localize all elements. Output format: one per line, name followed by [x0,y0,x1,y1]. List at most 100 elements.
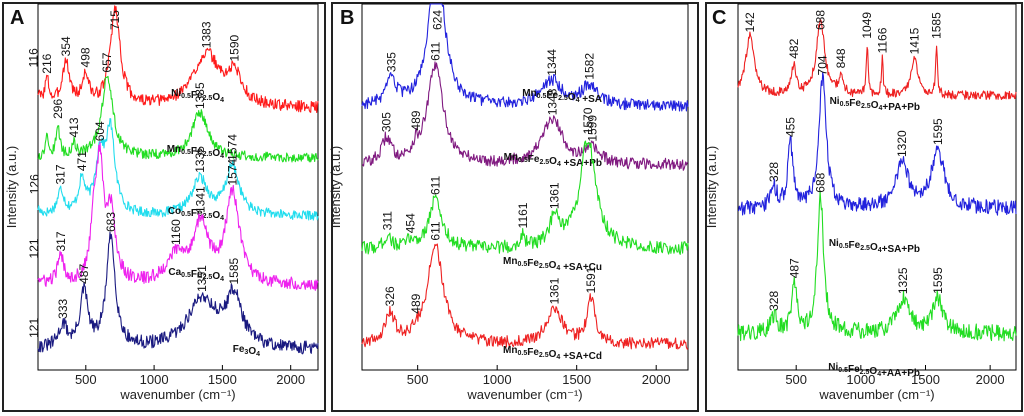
panel-a-series-ni0-5fe2-5o4-line [37,5,319,114]
panel-a-y-axis-title: Intensity (a.u.) [4,146,19,228]
panel-b-plot-area [361,3,689,371]
panel-c-series-ni0-5fe2-5o4-aa-pb-peak-label-328: 328 [767,291,781,311]
panel-c-series-ni0-5fe2-5o4-pa-pb-peak-label-142: 142 [743,12,757,32]
panel-a-series-ni0-5fe2-5o4: 116 216 354 498 715 1383 1590 Ni0.5Fe2.5O4 [26,5,319,114]
panel-c-plot-area [737,3,1017,371]
panel-b-series-mn0-5fe2-5o4-sa-cd-peak-label-611: 611 [428,221,442,240]
panel-b-series-mn0-5fe2-5o4-sa-cu-peak-label-1361: 1361 [548,182,562,209]
panel-b-series-mn0-5fe2-5o4-sa-pb-peak-label-1599: 1599 [585,115,599,142]
panel-b-series-mn0-5fe2-5o4-sa-peak-label-1344: 1344 [545,49,559,76]
panel-a-series-co0-5fe2-5o4-peak-label-471: 471 [75,151,89,171]
panel-b-series-mn0-5fe2-5o4-sa-peak-label-1582: 1582 [583,53,597,80]
panel-a-series-mn0-5fe2-5o4-peak-label-413: 413 [67,117,81,137]
panel-b-series-mn0-5fe2-5o4-sa-cd-peak-label-489: 489 [409,293,423,313]
panel-a-series-fe3o4-peak-label-487: 487 [77,264,91,284]
panel-a-xtick-label-1500: 1500 [208,372,237,387]
panel-b: B 500 1000 1500 2000 wavenumber (cm⁻¹) Intensi… [328,2,699,412]
panel-a-series-ni0-5fe2-5o4-peak-label-1590: 1590 [228,34,242,61]
panel-c-series-ni0-5fe2-5o4-sa-pb-peak-label-704: 704 [816,55,830,75]
panel-a-series-ni0-5fe2-5o4-peak-label-354: 354 [59,36,73,56]
panel-c-series-ni0-5fe2-5o4-pa-pb-line [737,19,1017,101]
panel-b-series-mn0-5fe2-5o4-sa-cu-line [361,140,689,255]
panel-a-plot-area [37,3,319,371]
panel-c-series-ni0-5fe2-5o4-pa-pb-peak-label-1415: 1415 [908,27,922,54]
panel-b-series-mn0-5fe2-5o4-sa-pb-peak-label-611: 611 [428,41,442,60]
panel-b-series-mn0-5fe2-5o4-sa-cu-peak-label-311: 311 [381,211,395,230]
panel-b-series-mn0-5fe2-5o4-sa-cd-peak-label-1591: 1591 [584,266,598,293]
panel-a-series-fe3o4-peak-label-1351: 1351 [195,265,209,292]
panel-a-series-ni0-5fe2-5o4-label: Ni0.5Fe2.5O4 [171,88,224,104]
panel-c-series-ni0-5fe2-5o4-pa-pb-peak-label-688: 688 [814,10,828,30]
panel-c-letter: C [712,7,726,29]
panel-a-series-fe3o4-peak-label-333: 333 [56,298,70,318]
panel-b-series-mn0-5fe2-5o4-sa-label: Mn0.5Fe2.5O4 +SA [522,88,602,105]
panel-b-series-mn0-5fe2-5o4-sa: 335 624 1344 1582 Mn0.5Fe2.5O4 +SA [361,3,689,112]
panel-b-series-mn0-5fe2-5o4-sa-cd-peak-label-326: 326 [383,286,397,306]
panel-a-series-mn0-5fe2-5o4-peak-label-1335: 1335 [193,82,207,109]
panel-a: A 500 1000 1500 2000 wavenumber (cm⁻¹) Intensi… [2,2,326,412]
panel-c-series-ni0-5fe2-5o4-pa-pb-peak-label-1166: 1166 [875,27,889,53]
panel-a-series-fe3o4-peak-label-683: 683 [104,212,118,232]
panel-b-series-mn0-5fe2-5o4-sa-pb-line [361,61,689,171]
panel-c-series-ni0-5fe2-5o4-aa-pb-line [737,190,1017,342]
panel-c: C 500 1000 1500 2000 wavenumber (cm⁻¹) Intensi… [704,2,1023,412]
panel-c-series-ni0-5fe2-5o4-sa-pb-peak-label-1595: 1595 [931,118,945,145]
panel-b-series-mn0-5fe2-5o4-sa-cd-label: Mn0.5Fe2.5O4 +SA+Cd [503,345,602,362]
panel-b-series-mn0-5fe2-5o4-sa-pb-label: Mn0.5Fe2.5O4 +SA+Pb [504,152,602,169]
panel-b-series-mn0-5fe2-5o4-sa-peak-label-624: 624 [430,10,444,30]
panel-c-series-ni0-5fe2-5o4-pa-pb-peak-label-1585: 1585 [930,12,944,39]
panel-a-xtick-label-500: 500 [75,372,97,387]
panel-a-series-co0-5fe2-5o4-peak-label-126: 126 [28,174,42,194]
panel-b-xtick-label-1000: 1000 [483,372,512,387]
panel-a-series-fe3o4: 121 333 487 683 1351 1585 Fe3O4 [27,212,319,358]
panel-c-series-ni0-5fe2-5o4-aa-pb-peak-label-1325: 1325 [896,267,910,294]
panel-c-series-ni0-5fe2-5o4-aa-pb-peak-label-1595: 1595 [931,267,945,294]
panel-c-series-ni0-5fe2-5o4-aa-pb-peak-label-487: 487 [787,258,801,278]
panel-a-series-co0-5fe2-5o4-label: Co0.5Fe2.5O4 [168,206,224,222]
panel-a-series-co0-5fe2-5o4-peak-label-317: 317 [54,164,68,184]
panel-b-series-mn0-5fe2-5o4-sa-cd: 326 489 611 1361 1591 Mn0.5Fe2.5O4 +SA+Cd [361,221,689,362]
panel-c-series-ni0-5fe2-5o4-aa-pb: 328 487 688 1325 1595 Ni0.5Fe2.5O4+AA+Pb [737,172,1017,379]
panel-b-series-mn0-5fe2-5o4-sa-cu-peak-label-611: 611 [428,176,442,195]
panel-a-series-mn0-5fe2-5o4-peak-label-657: 657 [100,52,114,72]
panel-c-series-ni0-5fe2-5o4-pa-pb-peak-label-482: 482 [787,38,801,58]
panel-b-series-mn0-5fe2-5o4-sa-pb-peak-label-305: 305 [380,112,394,132]
panel-b-xtick-label-1500: 1500 [562,372,591,387]
panel-c-series-ni0-5fe2-5o4-pa-pb-label: Ni0.5Fe2.5O4+PA+Pb [830,96,920,113]
panel-a-series-mn0-5fe2-5o4-label: Mn0.5Fe2.5O4 [167,144,224,160]
panel-c-series-ni0-5fe2-5o4-pa-pb-peak-label-848: 848 [834,48,848,68]
panel-c-series-ni0-5fe2-5o4-sa-pb-line [737,71,1017,216]
panel-a-series-mn0-5fe2-5o4-peak-label-296: 296 [51,99,65,119]
panel-c-series-ni0-5fe2-5o4-pa-pb-peak-label-1049: 1049 [860,12,874,39]
panel-a-series-co0-5fe2-5o4-peak-label-1335: 1335 [193,146,207,173]
panel-b-series-mn0-5fe2-5o4-sa-cu-peak-label-454: 454 [403,213,417,233]
panel-a-series-ca0-5fe2-5o4-peak-label-317: 317 [54,231,68,251]
panel-b-series-mn0-5fe2-5o4-sa-cd-peak-label-1361: 1361 [548,277,562,304]
panel-c-xtick-label-500: 500 [785,372,807,387]
panel-c-xtick-label-2000: 2000 [976,372,1005,387]
panel-a-x-axis-title: wavenumber (cm⁻¹) [119,387,235,402]
panel-b-xtick-label-2000: 2000 [642,372,671,387]
panel-b-series-mn0-5fe2-5o4-sa-peak-label-335: 335 [384,52,398,72]
panel-c-series-ni0-5fe2-5o4-sa-pb-peak-label-1320: 1320 [895,130,909,157]
panel-a-series-ca0-5fe2-5o4-peak-label-1341: 1341 [194,186,208,213]
panel-c-series-ni0-5fe2-5o4-aa-pb-label: Ni0.5Fe2.5O4+AA+Pb [828,362,920,379]
panel-b-series-mn0-5fe2-5o4-sa-cu-peak-label-1570: 1570 [581,107,595,134]
panel-b-series-mn0-5fe2-5o4-sa-pb-peak-label-489: 489 [409,110,423,130]
panel-a-series-ni0-5fe2-5o4-peak-label-116: 116 [26,48,40,67]
panel-a-series-fe3o4-label: Fe3O4 [233,344,260,358]
panel-a-series-ni0-5fe2-5o4-peak-label-216: 216 [40,53,54,73]
panel-a-series-fe3o4-line [37,231,319,355]
panel-a-xtick-label-1000: 1000 [140,372,169,387]
panel-c-series-ni0-5fe2-5o4-sa-pb: 328 455 704 1320 1595 Ni0.5Fe2.5O4+SA+Pb [737,55,1017,255]
panel-b-series-mn0-5fe2-5o4-sa-cu: 311 454 611 1161 1361 1570 Mn0.5Fe2.5O4 +SA+Cu [361,107,689,273]
panel-c-series-ni0-5fe2-5o4-sa-pb-peak-label-328: 328 [767,162,781,182]
panel-a-series-mn0-5fe2-5o4-line [37,75,319,163]
panel-c-xtick-label-1000: 1000 [846,372,875,387]
panel-a-series-co0-5fe2-5o4-peak-label-1574: 1574 [226,134,240,161]
panel-a-series-ni0-5fe2-5o4-peak-label-1383: 1383 [199,21,213,48]
panel-a-series-ca0-5fe2-5o4-peak-label-121: 121 [27,238,41,258]
